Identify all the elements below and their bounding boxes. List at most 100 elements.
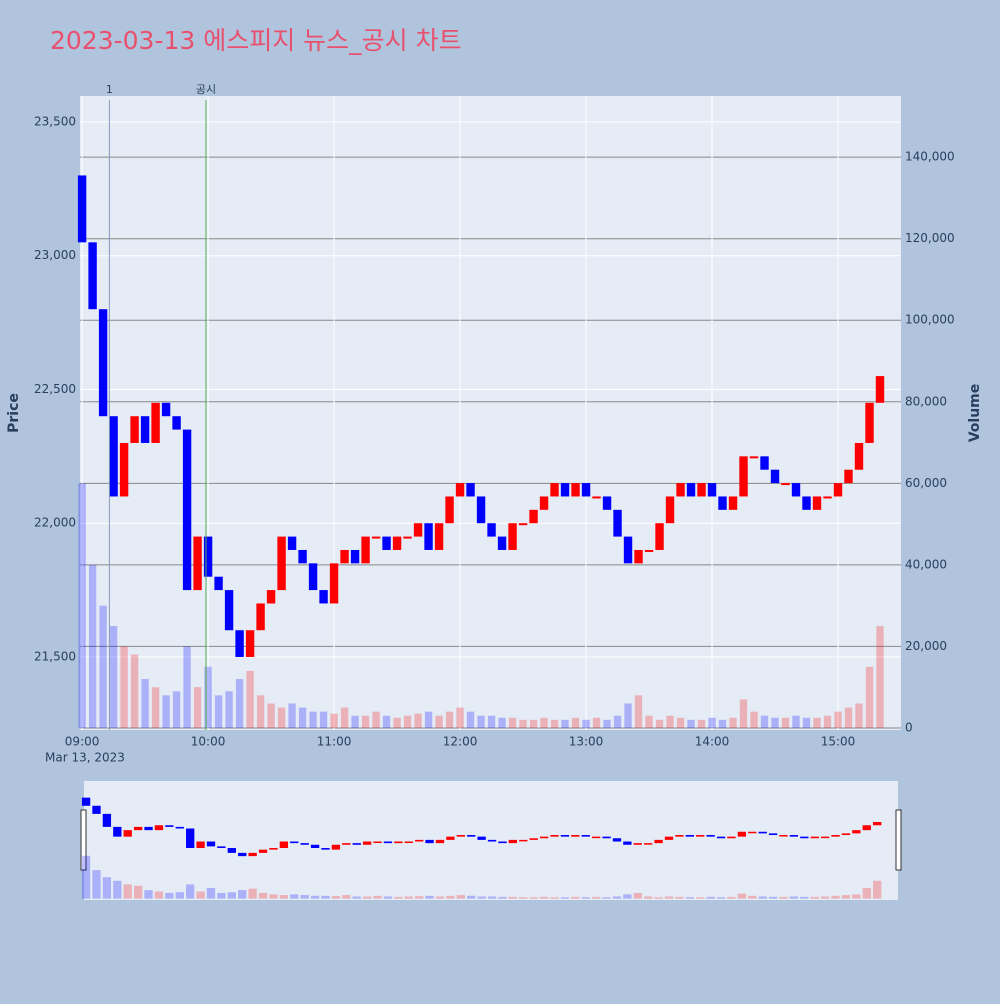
slider-volume-bar (498, 896, 507, 899)
candle-body (476, 496, 486, 524)
slider-candle (227, 848, 236, 853)
slider-volume-bar (258, 892, 268, 899)
volume-bar (876, 626, 884, 728)
slider-candle (217, 846, 226, 849)
slider-volume-bar (519, 897, 528, 899)
slider-candle (279, 841, 289, 849)
slider-volume-bar (487, 896, 497, 899)
slider-candle (675, 835, 684, 837)
slider-volume-bar (362, 896, 372, 899)
y2-tick-label: 140,000 (905, 150, 955, 164)
volume-bar (225, 691, 233, 728)
slider-volume-bar (321, 895, 330, 899)
slider-candle (373, 841, 382, 844)
slider-volume-bar (539, 896, 549, 899)
candle-body (235, 630, 244, 657)
volume-bar (151, 687, 160, 728)
slider-candle (789, 835, 799, 837)
volume-bar (676, 717, 685, 728)
slider-candle (81, 797, 91, 806)
volume-bar (456, 707, 464, 728)
slider-candle (737, 831, 747, 837)
slider-volume-bar (404, 896, 413, 899)
candle-body (718, 496, 727, 510)
volume-bar (781, 717, 790, 728)
candle-body (707, 483, 717, 497)
slider-volume-bar (456, 895, 465, 899)
slider-volume-bar (633, 892, 642, 899)
y-tick-label: 22,500 (34, 382, 76, 396)
slider-volume-bar (92, 870, 101, 899)
slider-candle (727, 836, 736, 839)
slider-volume-bar (758, 896, 767, 899)
volume-bar (393, 717, 401, 728)
slider-volume-bar (644, 896, 653, 899)
slider-candle (477, 836, 486, 840)
candle-body (865, 402, 874, 443)
slider-volume-bar (789, 896, 799, 899)
slider-candle (706, 835, 715, 837)
volume-bar (729, 717, 737, 728)
slider-candle (394, 841, 403, 844)
candle-body (854, 442, 864, 470)
candle-body (203, 536, 213, 577)
slider-volume-bar (664, 896, 674, 899)
slider-candle (352, 843, 361, 845)
volume-bar (529, 719, 538, 728)
candle-body (403, 536, 412, 539)
slider-handle[interactable] (895, 809, 902, 871)
candle-body (623, 536, 633, 564)
slider-candle (321, 848, 330, 850)
slider-volume-bar (446, 895, 455, 899)
y-tick-label: 22,000 (34, 516, 76, 530)
slider-volume-bar (467, 895, 476, 899)
volume-bar (823, 715, 832, 728)
candle-body (571, 483, 580, 497)
slider-candle (165, 825, 174, 827)
slider-volume-bar (154, 891, 164, 899)
candle-body (508, 523, 517, 550)
slider-candle (831, 835, 840, 837)
slider-volume-bar (841, 895, 851, 899)
candle-body (833, 483, 843, 497)
slider-candle (331, 844, 341, 850)
slider-candle (238, 852, 247, 857)
candle-body (319, 590, 328, 604)
slider-candle (820, 836, 830, 839)
volume-bar (466, 711, 475, 728)
volume-bar (172, 691, 181, 728)
slider-candle (539, 836, 549, 839)
candle-body (413, 523, 423, 537)
volume-bar (372, 711, 380, 728)
slider-volume-bar (113, 880, 122, 899)
slider-candle (873, 822, 882, 826)
slider-candle (612, 838, 622, 842)
slider-volume-bar (352, 896, 361, 899)
volume-bar (120, 646, 128, 728)
plot-area (80, 96, 901, 730)
volume-bar (435, 715, 443, 728)
candle-body (277, 536, 286, 591)
slider-candle (602, 836, 611, 839)
volume-bar (855, 703, 863, 728)
chart-title: 2023-03-13 에스피지 뉴스_공시 차트 (50, 26, 462, 55)
slider-candle (852, 830, 861, 834)
volume-bar (88, 564, 97, 728)
x-tick-label: 11:00 (317, 735, 352, 749)
slider-volume-bar (144, 890, 153, 899)
slider-candle (862, 825, 871, 831)
slider-volume-bar (654, 897, 663, 899)
slider-candle (435, 839, 445, 844)
slider-candle (841, 833, 851, 836)
volume-bar (109, 626, 118, 728)
volume-bar (865, 666, 874, 728)
volume-bar (141, 679, 149, 728)
slider-candle (623, 841, 632, 845)
slider-volume-bar (623, 894, 632, 899)
slider-handle[interactable] (80, 809, 87, 871)
slider-candle (467, 835, 476, 837)
volume-bar (603, 719, 611, 728)
slider-volume-bar (238, 890, 247, 899)
candle-body (592, 496, 601, 499)
candle-body (266, 590, 276, 604)
